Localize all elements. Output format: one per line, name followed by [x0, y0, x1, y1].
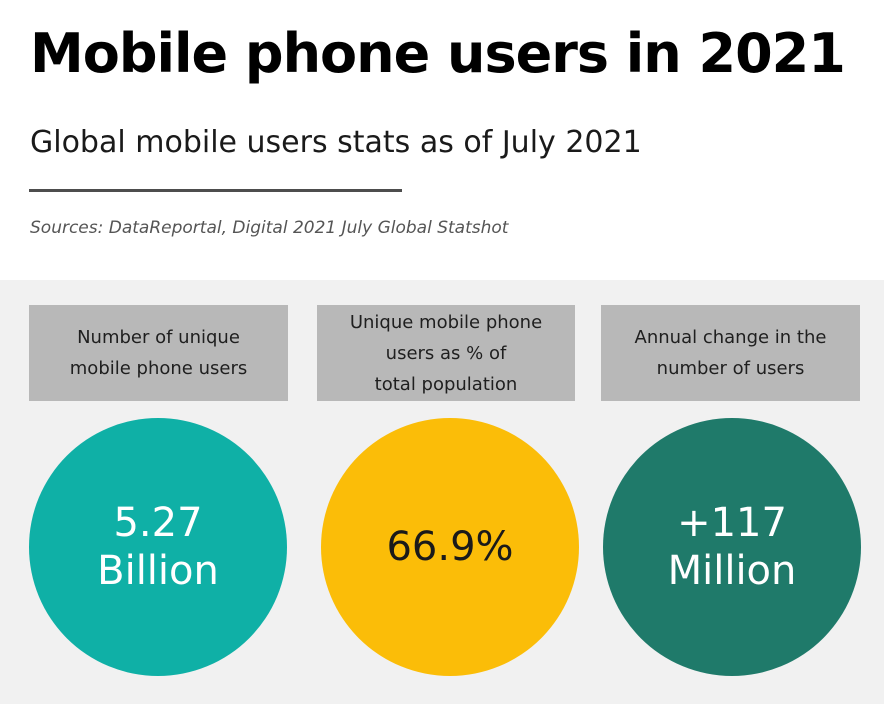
- stat-label-line: users as % of: [385, 342, 507, 364]
- stats-panel: Number of unique mobile phone users Uniq…: [0, 280, 884, 704]
- page-subtitle: Global mobile users stats as of July 202…: [30, 125, 642, 160]
- stat-value-unit: Billion: [97, 548, 219, 594]
- stat-value-number: 66.9%: [386, 524, 514, 570]
- stat-circle-change: +117 Million: [603, 418, 861, 676]
- stat-label-percent: Unique mobile phone users as % of total …: [350, 307, 542, 400]
- stat-value-number: +117: [677, 500, 787, 546]
- stat-circle-percent: 66.9%: [321, 418, 579, 676]
- stat-label-users: Number of unique mobile phone users: [70, 322, 247, 384]
- divider: [29, 189, 402, 192]
- sources-note: Sources: DataReportal, Digital 2021 July…: [30, 218, 509, 238]
- stat-label-line: mobile phone users: [69, 358, 248, 379]
- stat-label-line: Number of unique: [77, 327, 240, 348]
- stat-circle-users: 5.27 Billion: [29, 418, 287, 676]
- stat-label-line: number of users: [656, 358, 805, 379]
- stat-label-box-users: Number of unique mobile phone users: [29, 305, 288, 401]
- stat-label-line: Unique mobile phone: [349, 311, 543, 333]
- stat-label-box-change: Annual change in the number of users: [601, 305, 860, 401]
- stat-label-line: total population: [374, 373, 518, 395]
- stat-value-unit: Million: [667, 548, 797, 594]
- stat-value-number: 5.27: [113, 500, 203, 546]
- page-title: Mobile phone users in 2021: [30, 22, 846, 85]
- stat-label-box-percent: Unique mobile phone users as % of total …: [317, 305, 575, 401]
- stat-label-change: Annual change in the number of users: [635, 322, 827, 384]
- stat-label-line: Annual change in the: [634, 327, 827, 348]
